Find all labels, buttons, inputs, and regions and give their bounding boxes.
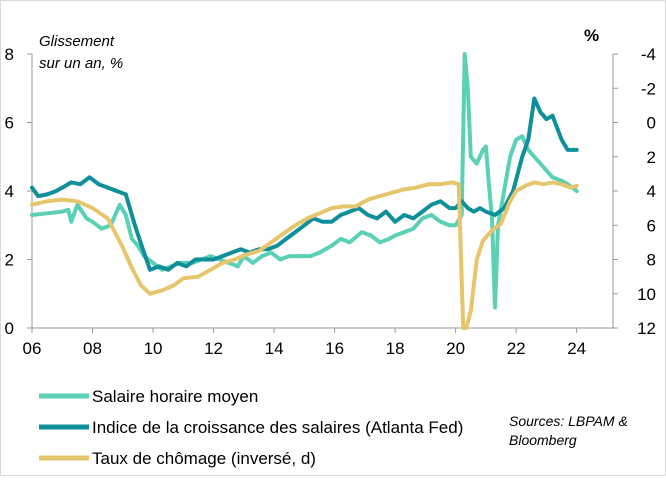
left-y-tick-label: 0 xyxy=(5,319,14,338)
legend-label-atlanta-fed: Indice de la croissance des salaires (At… xyxy=(92,418,463,437)
left-axis-label-line-2: sur un an, % xyxy=(39,55,123,72)
x-tick-label: 16 xyxy=(325,339,344,358)
x-tick-label: 18 xyxy=(386,339,405,358)
right-y-tick-label: 8 xyxy=(647,251,656,270)
x-tick-label: 06 xyxy=(23,339,42,358)
right-y-axis-ticks: -4 -2 0 2 4 6 8 10 12 xyxy=(613,45,656,338)
right-y-tick-label: 12 xyxy=(637,319,656,338)
right-y-tick-label: 0 xyxy=(647,114,656,133)
series-line-chomage-inverse xyxy=(30,180,579,330)
x-tick-label: 08 xyxy=(83,339,102,358)
x-tick-label: 10 xyxy=(144,339,163,358)
right-y-tick-label: 4 xyxy=(647,182,656,201)
right-y-tick-label: 2 xyxy=(647,148,656,167)
left-y-tick-label: 6 xyxy=(5,114,14,133)
left-y-tick-label: 4 xyxy=(5,182,14,201)
left-axis-label-line-1: Glissement xyxy=(39,33,115,50)
x-tick-label: 22 xyxy=(507,339,526,358)
series-lines xyxy=(30,52,579,330)
right-y-tick-label: -2 xyxy=(641,79,656,98)
right-y-tick-label: 6 xyxy=(647,216,656,235)
left-y-tick-label: 2 xyxy=(5,251,14,270)
legend: Salaire horaire moyen Indice de la crois… xyxy=(39,387,463,468)
x-tick-label: 14 xyxy=(265,339,284,358)
legend-label-chomage: Taux de chômage (inversé, d) xyxy=(92,449,316,468)
x-axis-ticks: 06 08 10 12 14 16 18 20 22 24 xyxy=(23,328,586,358)
right-axis-unit-label: % xyxy=(584,26,599,45)
x-tick-label: 24 xyxy=(567,339,586,358)
left-y-axis-ticks: 0 2 4 6 8 xyxy=(5,45,32,338)
x-tick-label: 20 xyxy=(446,339,465,358)
x-tick-label: 12 xyxy=(204,339,223,358)
left-y-tick-label: 8 xyxy=(5,45,14,64)
source-line-2: Bloomberg xyxy=(509,432,577,448)
series-line-salaire-horaire xyxy=(30,52,579,310)
right-y-tick-label: -4 xyxy=(641,45,656,64)
right-y-tick-label: 10 xyxy=(637,285,656,304)
legend-label-salaire: Salaire horaire moyen xyxy=(92,387,258,406)
series-line-atlanta-fed xyxy=(30,96,579,272)
source-line-1: Sources: LBPAM & xyxy=(509,413,628,429)
